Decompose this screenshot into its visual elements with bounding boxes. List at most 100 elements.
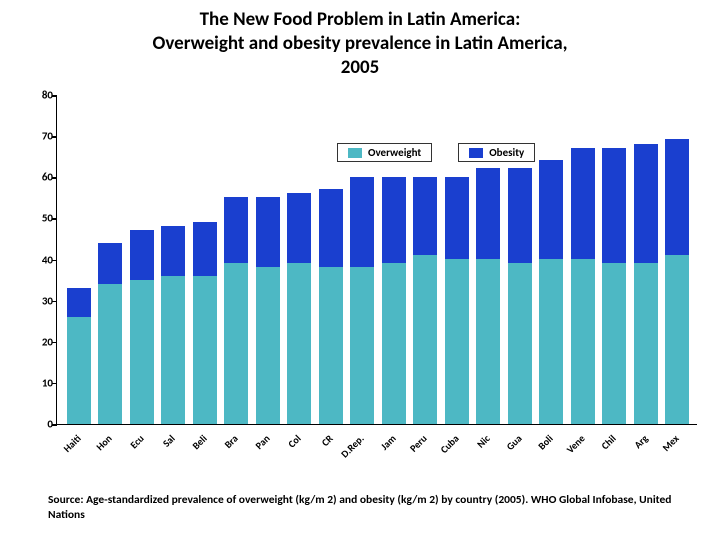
legend-item: Obesity [458,143,535,162]
bar-segment-overweight [508,263,532,424]
bar-segment-obesity [319,189,343,267]
y-tick-mark [52,136,57,138]
bar-stack [287,193,311,424]
bar-segment-obesity [256,197,280,267]
bar-segment-overweight [634,263,658,424]
x-tick-label: D.Rep. [338,432,367,461]
x-tick-label: Boli [535,432,555,452]
bar-segment-obesity [476,168,500,259]
bar-column: Ecu [128,95,156,424]
x-tick-label: Hon [94,432,115,453]
y-tick-label: 60 [33,171,53,184]
bar-segment-overweight [413,255,437,424]
bar-stack [445,177,469,425]
bar-segment-overweight [130,280,154,424]
x-tick-label: Vene [563,432,587,456]
bar-segment-overweight [350,267,374,424]
x-tick-label: Ecu [127,432,146,451]
title-line-1: The New Food Problem in Latin America: [200,8,521,31]
x-tick-label: Mex [660,432,682,454]
bar-stack [665,139,689,424]
legend-swatch [469,148,483,158]
bar-stack [224,197,248,424]
bar-segment-obesity [350,177,374,268]
title-line-2: Overweight and obesity prevalence in Lat… [152,32,567,55]
bar-segment-overweight [319,267,343,424]
bar-column: Boli [538,95,566,424]
bar-segment-obesity [508,168,532,263]
x-tick-label: Peru [407,432,430,455]
y-tick-label: 80 [33,89,53,102]
y-tick-mark [52,260,57,262]
source-note: Source: Age-standardized prevalence of o… [48,493,680,522]
bar-stack [602,148,626,424]
legend-label: Overweight [368,146,421,159]
x-tick-label: Col [285,432,303,450]
bar-stack [413,177,437,425]
x-tick-label: Nic [474,432,493,451]
bar-stack [319,189,343,424]
x-tick-label: Pan [252,432,272,452]
bar-stack [382,177,406,425]
y-tick-label: 50 [33,212,53,225]
bar-stack [571,148,595,424]
y-tick-mark [52,218,57,220]
bar-column: Hon [97,95,125,424]
bar-segment-overweight [287,263,311,424]
y-tick-label: 40 [33,253,53,266]
bar-stack [130,230,154,424]
y-tick-mark [52,383,57,385]
bar-segment-overweight [571,259,595,424]
bar-column: Haiti [65,95,93,424]
bar-stack [350,177,374,425]
bar-stack [98,243,122,425]
bar-column: Sal [160,95,188,424]
bar-column: Col [286,95,314,424]
bar-segment-overweight [602,263,626,424]
y-tick-mark [52,301,57,303]
bar-segment-overweight [161,276,185,425]
bar-stack [161,226,185,424]
bar-stack [508,168,532,424]
bar-stack [67,288,91,424]
bar-segment-overweight [382,263,406,424]
y-tick-label: 30 [33,294,53,307]
bar-segment-obesity [382,177,406,264]
bar-segment-overweight [98,284,122,424]
legend-label: Obesity [489,146,524,159]
bar-column: Bra [223,95,251,424]
bar-stack [256,197,280,424]
bar-segment-obesity [130,230,154,280]
x-tick-label: Gua [503,432,524,453]
chart-area: HaitiHonEcuSalBeliBraPanColCRD.Rep.JamPe… [32,95,697,445]
bar-stack [476,168,500,424]
bar-segment-obesity [539,160,563,259]
bar-segment-overweight [476,259,500,424]
x-tick-label: Arg [631,432,650,451]
bar-stack [193,222,217,424]
x-tick-label: Haiti [60,432,83,455]
bar-segment-obesity [665,139,689,255]
bar-segment-obesity [67,288,91,317]
plot-region: HaitiHonEcuSalBeliBraPanColCRD.Rep.JamPe… [56,95,697,425]
legend-item: Overweight [337,143,432,162]
y-tick-label: 20 [33,335,53,348]
bar-segment-overweight [224,263,248,424]
x-tick-label: Beli [189,432,209,452]
bar-segment-obesity [571,148,595,259]
y-tick-label: 70 [33,130,53,143]
x-tick-label: Cuba [437,432,461,456]
bar-segment-obesity [634,144,658,264]
bar-segment-overweight [193,276,217,425]
bar-segment-obesity [445,177,469,260]
bar-segment-obesity [193,222,217,276]
y-tick-mark [52,342,57,344]
title-line-3: 2005 [341,56,380,79]
bar-column: Mex [664,95,692,424]
legend: Overweight Obesity [337,143,535,162]
bar-segment-overweight [67,317,91,424]
x-tick-label: CR [318,432,335,449]
x-tick-label: Sal [160,432,178,450]
bar-column: Arg [632,95,660,424]
y-tick-label: 10 [33,376,53,389]
